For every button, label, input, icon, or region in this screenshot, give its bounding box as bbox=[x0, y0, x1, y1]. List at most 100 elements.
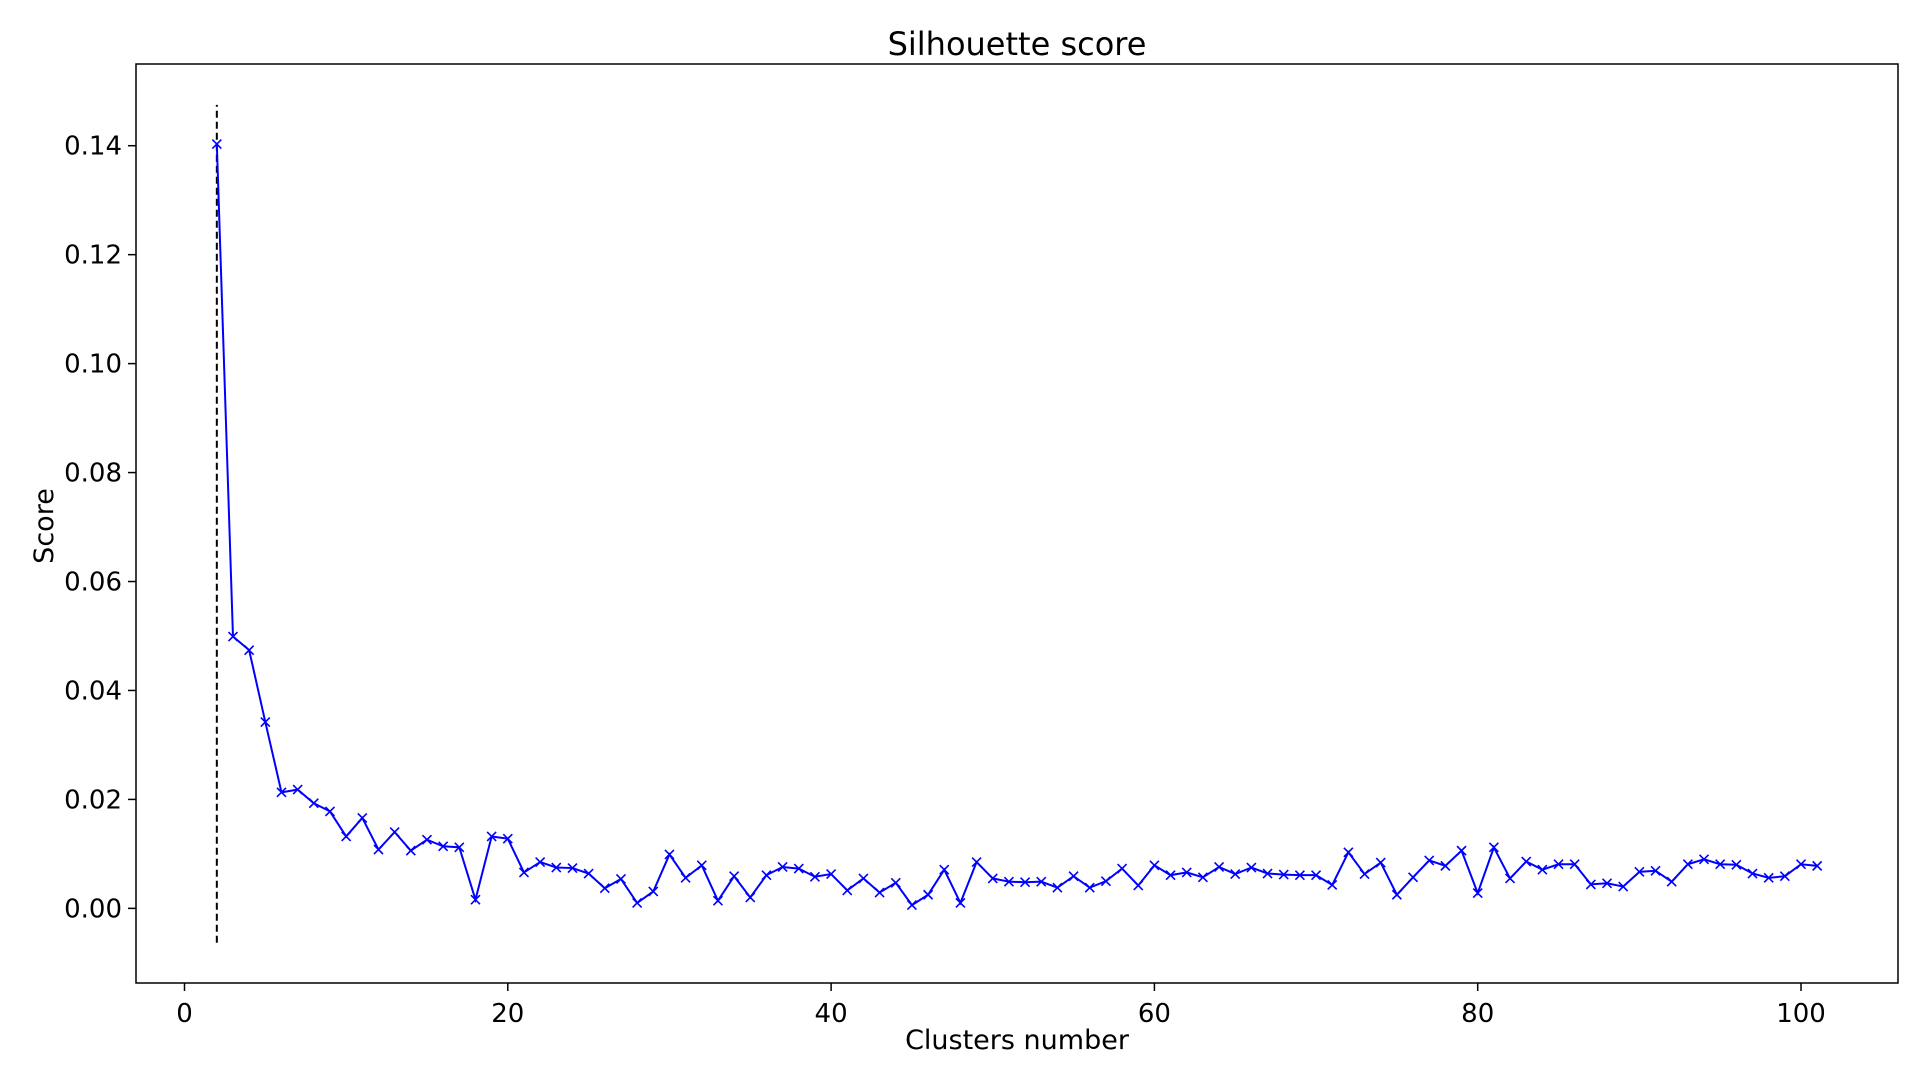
x-tick-label: 20 bbox=[491, 999, 524, 1029]
data-point bbox=[373, 844, 384, 855]
data-point bbox=[1650, 865, 1661, 876]
data-point bbox=[276, 787, 287, 798]
y-tick-label: 0.04 bbox=[64, 676, 122, 706]
data-point bbox=[1117, 863, 1128, 874]
y-tick-label: 0.02 bbox=[64, 785, 122, 815]
plot-area bbox=[211, 104, 1823, 943]
data-point bbox=[1310, 870, 1322, 881]
data-point bbox=[1327, 879, 1338, 891]
data-point bbox=[1165, 870, 1176, 881]
x-tick-label: 0 bbox=[176, 999, 193, 1029]
chart-title: Silhouette score bbox=[888, 25, 1147, 63]
data-point bbox=[1585, 879, 1596, 890]
data-point bbox=[1618, 881, 1629, 892]
data-point bbox=[664, 849, 675, 860]
data-point bbox=[1375, 857, 1386, 868]
data-point bbox=[567, 862, 578, 874]
data-point bbox=[1488, 842, 1499, 853]
x-tick-label: 40 bbox=[815, 999, 848, 1029]
data-point bbox=[1424, 855, 1435, 866]
data-point bbox=[648, 886, 659, 897]
data-point bbox=[1440, 860, 1451, 871]
data-point bbox=[405, 845, 416, 856]
data-point bbox=[470, 894, 481, 905]
data-point bbox=[389, 827, 400, 838]
data-point bbox=[518, 867, 530, 878]
data-point bbox=[1213, 861, 1225, 873]
data-point bbox=[1504, 873, 1516, 884]
data-point bbox=[211, 139, 222, 150]
data-point bbox=[1343, 847, 1354, 858]
data-point bbox=[1003, 876, 1014, 887]
data-point bbox=[308, 798, 319, 809]
data-point bbox=[502, 833, 513, 844]
data-point bbox=[1133, 880, 1144, 891]
data-point bbox=[809, 871, 821, 882]
data-point bbox=[680, 872, 691, 883]
data-point bbox=[1795, 859, 1807, 870]
y-axis-label: Score bbox=[29, 488, 60, 564]
data-point bbox=[858, 873, 869, 884]
data-point bbox=[923, 889, 934, 900]
data-point bbox=[777, 861, 788, 873]
data-point bbox=[227, 631, 239, 642]
data-point bbox=[842, 885, 853, 896]
data-point bbox=[486, 831, 497, 842]
data-point bbox=[696, 860, 707, 871]
data-point bbox=[712, 895, 724, 906]
data-point bbox=[421, 834, 433, 845]
data-point bbox=[1763, 872, 1774, 883]
data-point bbox=[292, 784, 303, 795]
data-point bbox=[955, 897, 966, 908]
data-point bbox=[1682, 859, 1693, 870]
x-axis: 0 20 40 60 80 100 bbox=[176, 983, 1826, 1029]
data-point bbox=[1359, 868, 1370, 880]
data-point bbox=[1020, 877, 1031, 888]
data-point bbox=[357, 812, 368, 824]
data-point bbox=[793, 863, 804, 874]
data-point bbox=[632, 897, 643, 908]
axes-frame bbox=[135, 63, 1899, 984]
data-point bbox=[1230, 868, 1241, 880]
data-point bbox=[1456, 845, 1467, 856]
data-point bbox=[535, 856, 546, 868]
data-point bbox=[745, 892, 756, 903]
data-point bbox=[1036, 876, 1047, 887]
data-point bbox=[1715, 859, 1726, 870]
data-point bbox=[761, 870, 772, 881]
data-point bbox=[1812, 860, 1823, 871]
data-point bbox=[599, 883, 610, 894]
data-point bbox=[551, 862, 562, 873]
data-point bbox=[1521, 856, 1532, 867]
data-point bbox=[1569, 859, 1580, 870]
data-point bbox=[987, 873, 998, 884]
data-point bbox=[890, 877, 901, 888]
data-point bbox=[1634, 866, 1645, 877]
data-point bbox=[826, 868, 837, 880]
data-point bbox=[1407, 872, 1419, 883]
data-point bbox=[1084, 882, 1095, 893]
data-point bbox=[1052, 882, 1063, 893]
data-point bbox=[1731, 859, 1742, 870]
data-point bbox=[583, 868, 594, 879]
x-tick-label: 60 bbox=[1138, 999, 1171, 1029]
data-point bbox=[874, 887, 885, 898]
data-point bbox=[1262, 868, 1273, 879]
data-point bbox=[1068, 871, 1079, 882]
data-point bbox=[615, 873, 627, 885]
data-point bbox=[1472, 888, 1483, 899]
data-point bbox=[1278, 869, 1289, 880]
x-axis-label: Clusters number bbox=[905, 1025, 1130, 1056]
data-point bbox=[1698, 854, 1710, 865]
y-tick-label: 0.00 bbox=[64, 894, 122, 924]
data-point bbox=[1197, 872, 1208, 883]
data-point bbox=[341, 831, 352, 842]
data-point bbox=[1391, 889, 1402, 900]
data-point bbox=[1149, 860, 1160, 871]
data-point bbox=[1747, 868, 1758, 879]
data-point bbox=[1553, 859, 1564, 870]
data-point bbox=[454, 842, 465, 853]
y-tick-label: 0.14 bbox=[64, 132, 122, 162]
